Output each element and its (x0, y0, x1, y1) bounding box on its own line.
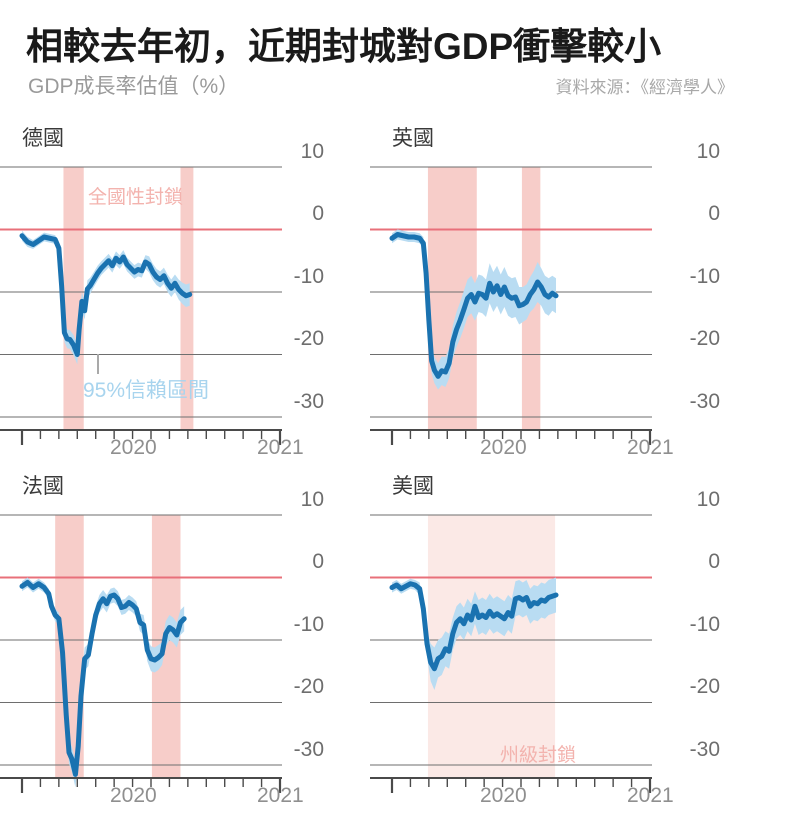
ytick-germany-2: -10 (293, 265, 324, 288)
lockdown-band-0 (63, 167, 84, 430)
ytick-usa-1: 0 (708, 550, 720, 573)
ytick-france-1: 0 (312, 550, 324, 573)
chart-source: 資料來源：《經濟學人》 (555, 78, 735, 97)
panel-usa: 美國 10 0 -10 -20 -30 2020 2021 州級封鎖 (370, 470, 792, 838)
confidence-band (22, 230, 190, 365)
ytick-usa-4: -30 (689, 738, 720, 761)
annotation-ci-germany: 95%信賴區間 (83, 379, 210, 402)
plot-area-germany (0, 122, 396, 460)
plot-area-uk (370, 122, 792, 460)
plot-area-france (0, 470, 396, 838)
ytick-uk-1: 0 (708, 202, 720, 225)
xtick-germany-0: 2020 (110, 436, 157, 459)
xtick-france-0: 2020 (110, 784, 157, 807)
ytick-france-2: -10 (293, 613, 324, 636)
ytick-usa-3: -20 (689, 675, 720, 698)
ytick-france-3: -20 (293, 675, 324, 698)
plot-svg-usa (370, 514, 652, 793)
xtick-usa-0: 2020 (480, 784, 527, 807)
ytick-usa-0: 10 (696, 488, 720, 511)
xtick-germany-1: 2021 (257, 436, 304, 459)
panel-uk: 英國 10 0 -10 -20 -30 2020 2021 (370, 122, 792, 460)
plot-svg-france (0, 514, 282, 793)
ytick-germany-1: 0 (312, 202, 324, 225)
ytick-usa-2: -10 (689, 613, 720, 636)
chart-header: 相較去年初，近期封城對GDP衝擊較小 GDP成長率估值（%） 資料來源：《經濟學… (0, 0, 792, 108)
xtick-uk-1: 2021 (627, 436, 674, 459)
gdp-line (19, 233, 193, 357)
gdp-line (389, 232, 559, 379)
panel-title-uk: 英國 (392, 127, 434, 150)
panel-title-usa: 美國 (392, 475, 434, 498)
annotation-lockdown-germany: 全國性封鎖 (88, 187, 184, 208)
panel-france: 法國 10 0 -10 -20 -30 2020 2021 (0, 470, 396, 838)
panel-germany: 德國 10 0 -10 -20 -30 2020 2021 全國性封鎖 95%信… (0, 122, 396, 460)
xtick-france-1: 2021 (257, 784, 304, 807)
ytick-uk-4: -30 (689, 390, 720, 413)
plot-area-usa (370, 470, 792, 838)
panel-title-germany: 德國 (22, 127, 64, 150)
xtick-uk-0: 2020 (480, 436, 527, 459)
page-title: 相較去年初，近期封城對GDP衝擊較小 (26, 26, 662, 67)
xtick-usa-1: 2021 (627, 784, 674, 807)
confidence-band (392, 229, 557, 390)
ytick-uk-2: -10 (689, 265, 720, 288)
gdp-line (19, 580, 187, 777)
ytick-uk-0: 10 (696, 140, 720, 163)
chart-subtitle: GDP成長率估值（%） (28, 75, 240, 98)
plot-svg-uk (370, 166, 652, 445)
plot-svg-germany (0, 166, 282, 445)
annotation-lockdown-usa: 州級封鎖 (500, 745, 577, 766)
panel-title-france: 法國 (22, 475, 64, 498)
gdp-line (389, 581, 559, 672)
ytick-germany-3: -20 (293, 327, 324, 350)
ytick-germany-0: 10 (300, 140, 324, 163)
ytick-france-4: -30 (293, 738, 324, 761)
ytick-germany-4: -30 (293, 390, 324, 413)
ytick-uk-3: -20 (689, 327, 720, 350)
ytick-france-0: 10 (300, 488, 324, 511)
